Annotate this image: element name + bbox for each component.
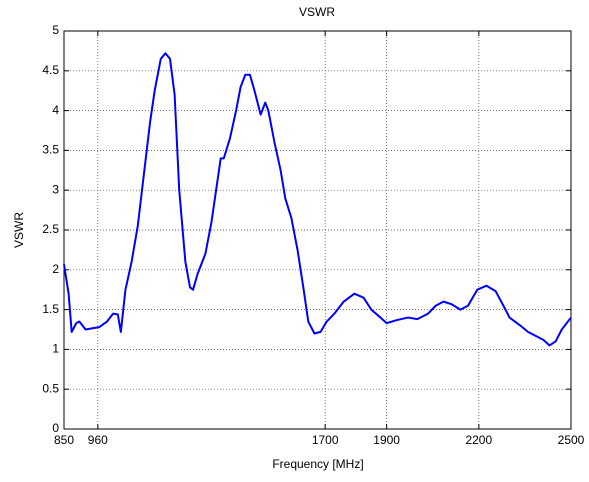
y-tick-label: 0 [52, 421, 59, 435]
x-tick-label: 2500 [558, 433, 585, 447]
y-tick-label: 5 [52, 23, 59, 37]
y-axis-label: VSWR [12, 212, 26, 248]
plot-frame [63, 30, 572, 430]
x-tick-label: 2200 [465, 433, 492, 447]
y-tick-label: 0.5 [42, 381, 59, 395]
y-tick-label: 2.5 [42, 222, 59, 236]
y-tick-label: 3 [52, 182, 59, 196]
chart-title: VSWR [299, 5, 335, 19]
x-tick-label: 1900 [373, 433, 400, 447]
y-tick-label: 1 [52, 342, 59, 356]
y-tick-label: 4 [52, 103, 59, 117]
x-axis-label: Frequency [MHz] [272, 457, 363, 471]
x-tick-label: 960 [88, 433, 108, 447]
data-line [63, 52, 572, 347]
x-tick-label: 850 [54, 433, 74, 447]
y-tick-label: 2 [52, 262, 59, 276]
x-tick-label: 1700 [312, 433, 339, 447]
y-tick-label: 3.5 [42, 143, 59, 157]
y-tick-label: 4.5 [42, 63, 59, 77]
y-tick-label: 1.5 [42, 302, 59, 316]
